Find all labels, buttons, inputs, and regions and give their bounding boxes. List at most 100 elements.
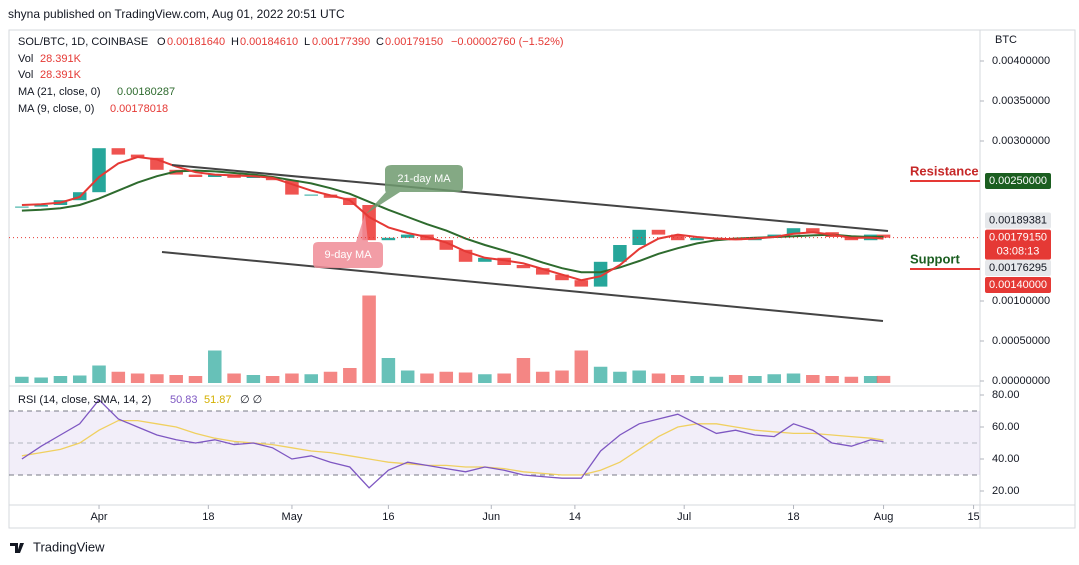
level-name: Support [910, 251, 960, 266]
candle [400, 234, 415, 238]
ma9-key: MA (9, close, 0) [18, 103, 94, 115]
currency: BTC [995, 34, 1017, 46]
legend: SOL/BTC, 1D, COINBASE O 0.00181640 H 0.0… [18, 36, 564, 406]
candle [497, 257, 511, 265]
volume-bar [400, 370, 415, 383]
volume-bar [34, 377, 48, 383]
volume-bar [516, 358, 531, 383]
level-box-label: 0.00140000 [989, 279, 1047, 291]
candle [111, 148, 126, 155]
countdown: 03:08:13 [997, 246, 1040, 258]
o-value: 0.00181640 [167, 36, 225, 48]
volume-bar [53, 376, 68, 383]
price-box [985, 212, 1051, 229]
rsi-band [9, 411, 980, 475]
publisher: shyna published on TradingView.com, Aug … [8, 7, 345, 21]
volume-bar [111, 371, 126, 383]
volume-bar [535, 371, 550, 383]
level-box-label: 0.00250000 [989, 175, 1047, 187]
candle [15, 206, 29, 208]
x-tick-label: 15 [967, 511, 979, 523]
candle [34, 205, 48, 207]
callout-shape [366, 165, 463, 214]
c-key: C [376, 36, 384, 48]
rsi-tick-label: 60.00 [992, 421, 1020, 433]
rsi-tick-label: 20.00 [992, 485, 1020, 497]
ma21-callout: 21-day MA [366, 165, 463, 214]
x-tick-label: 16 [382, 511, 394, 523]
upper-trendline [171, 164, 889, 232]
ma9-value: 0.00178018 [110, 103, 168, 115]
ma21-value: 0.00180287 [117, 86, 175, 98]
ma9-callout: 9-day MA [313, 214, 383, 268]
candle [651, 229, 666, 235]
rsi-tick-label: 80.00 [992, 389, 1020, 401]
candle [786, 228, 801, 235]
candle [439, 240, 454, 250]
y-tick-label: 0.00350000 [992, 95, 1050, 107]
candle [208, 174, 222, 177]
volume-bar [265, 376, 280, 383]
vol-key: Vol [18, 53, 33, 65]
volume-bar [574, 350, 589, 383]
level-name: Resistance [910, 163, 979, 178]
candle [304, 194, 318, 196]
last-price-box [985, 229, 1051, 260]
volume-bar [285, 373, 299, 383]
price-box-label: 0.00189381 [989, 214, 1047, 226]
volume-bar [439, 371, 454, 383]
plot [9, 148, 980, 489]
brand-name: TradingView [33, 539, 105, 554]
lower-trendline [161, 251, 884, 322]
rsi-tick-label: 40.00 [992, 453, 1020, 465]
volume-bar [844, 376, 859, 383]
volume-bar [169, 375, 183, 383]
volume-bar [227, 373, 241, 383]
logo [10, 543, 24, 553]
volume-bar [497, 373, 511, 383]
price-box [985, 259, 1051, 276]
rsi-sma-line [21, 419, 884, 476]
vol-value: 28.391K [40, 53, 82, 65]
l-value: 0.00177390 [312, 36, 370, 48]
volume-bar [246, 375, 261, 383]
ma21-key: MA (21, close, 0) [18, 86, 101, 98]
price-box-label: 0.00176295 [989, 262, 1047, 274]
volume-bar [304, 374, 318, 383]
volume-bar [632, 370, 646, 383]
candle [593, 261, 608, 287]
x-tick-label: May [282, 511, 303, 523]
vol-value: 28.391K [40, 69, 82, 81]
volume-bar [863, 376, 878, 383]
volume-bar [208, 350, 222, 383]
chart-frame [8, 29, 1076, 529]
candle [632, 229, 646, 245]
volume-bar [15, 376, 29, 383]
candle [806, 228, 820, 233]
volume-bar [709, 376, 724, 383]
x-tick-label: Aug [874, 511, 894, 523]
change: −0.00002760 (−1.52%) [451, 36, 564, 48]
candle [690, 237, 704, 241]
volume-bar [806, 375, 820, 383]
rsi-value: 50.83 [170, 394, 198, 406]
volume-bar [876, 375, 891, 383]
volume-bar [825, 376, 839, 383]
candle [246, 177, 261, 178]
y-tick-label: 0.00400000 [992, 55, 1050, 67]
x-tick-label: 18 [787, 511, 799, 523]
volume-bar [555, 370, 569, 383]
volume-bar [478, 374, 492, 383]
rsi-na: ∅ ∅ [240, 394, 262, 406]
candle [458, 249, 473, 262]
candle [516, 265, 531, 269]
rsi-sma-value: 51.87 [204, 394, 232, 406]
volume-bar [130, 373, 145, 383]
volume-bar [651, 373, 666, 383]
x-tick-label: Jun [482, 511, 500, 523]
callout-shape [313, 214, 383, 268]
brand: TradingView [10, 539, 105, 554]
symbol: SOL/BTC, 1D, COINBASE [18, 36, 148, 48]
